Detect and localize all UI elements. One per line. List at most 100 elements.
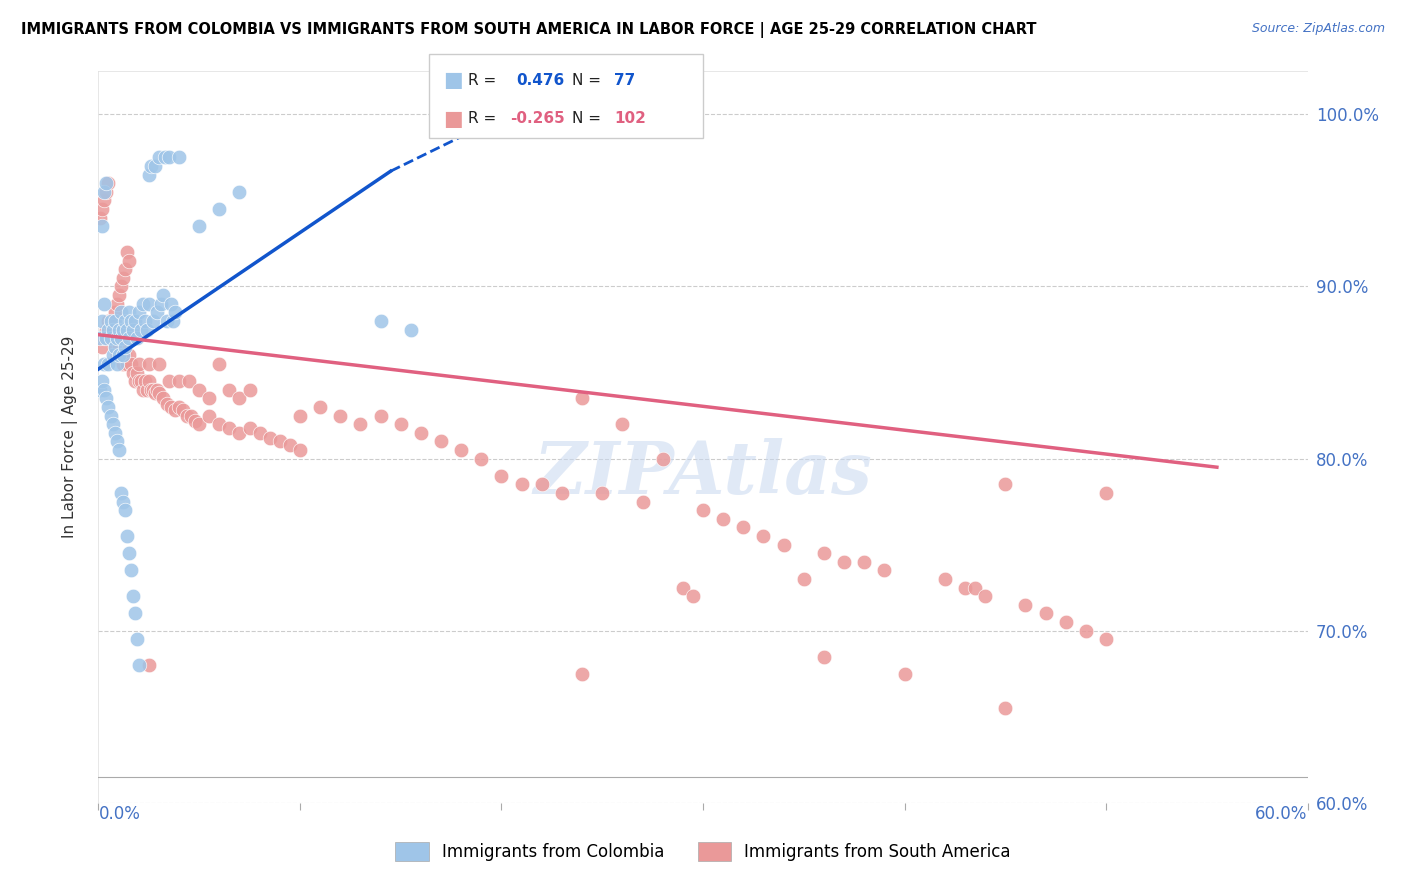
Point	[138, 374, 160, 388]
Point	[832, 555, 855, 569]
Point	[134, 314, 156, 328]
Point	[110, 279, 132, 293]
Point	[101, 348, 124, 362]
Point	[103, 340, 125, 354]
Point	[125, 331, 148, 345]
Point	[135, 383, 157, 397]
Point	[152, 392, 174, 406]
Point	[571, 666, 593, 681]
Point	[89, 331, 111, 345]
Point	[121, 589, 143, 603]
Point	[157, 374, 180, 388]
Point	[148, 357, 170, 371]
Point	[772, 538, 794, 552]
Point	[160, 296, 183, 310]
Point	[115, 245, 138, 260]
Point	[100, 314, 122, 328]
Point	[370, 314, 392, 328]
Point	[121, 366, 143, 380]
Point	[118, 331, 141, 345]
Point	[103, 425, 125, 440]
Point	[239, 420, 262, 434]
Point	[120, 357, 142, 371]
Point	[470, 451, 492, 466]
Point	[110, 305, 132, 319]
Point	[105, 434, 128, 449]
Point	[114, 503, 136, 517]
Point	[152, 288, 174, 302]
Point	[93, 331, 115, 345]
Point	[111, 271, 134, 285]
Point	[349, 417, 371, 432]
Point	[682, 589, 704, 603]
Point	[118, 305, 141, 319]
Point	[184, 414, 207, 428]
Point	[1095, 486, 1118, 500]
Point	[491, 468, 513, 483]
Point	[218, 420, 240, 434]
Point	[132, 296, 155, 310]
Point	[188, 383, 211, 397]
Point	[329, 409, 352, 423]
Point	[1095, 632, 1118, 647]
Point	[1054, 615, 1077, 629]
Point	[93, 357, 115, 371]
Point	[118, 546, 141, 560]
Point	[91, 340, 114, 354]
Point	[530, 477, 553, 491]
Point	[114, 314, 136, 328]
Point	[180, 409, 202, 423]
Point	[218, 383, 240, 397]
Point	[198, 392, 221, 406]
Point	[142, 314, 165, 328]
Point	[974, 589, 997, 603]
Legend: Immigrants from Colombia, Immigrants from South America: Immigrants from Colombia, Immigrants fro…	[388, 835, 1018, 868]
Point	[692, 503, 714, 517]
Point	[733, 520, 755, 534]
Point	[97, 357, 120, 371]
Point	[1014, 598, 1036, 612]
Point	[551, 486, 574, 500]
Text: N =: N =	[572, 112, 606, 126]
Point	[139, 159, 162, 173]
Point	[228, 425, 250, 440]
Point	[672, 581, 695, 595]
Point	[228, 392, 250, 406]
Point	[571, 392, 593, 406]
Point	[994, 477, 1017, 491]
Point	[153, 150, 176, 164]
Point	[813, 546, 835, 560]
Point	[124, 607, 146, 621]
Point	[103, 340, 125, 354]
Point	[228, 185, 250, 199]
Point	[163, 403, 186, 417]
Point	[143, 386, 166, 401]
Text: ■: ■	[443, 109, 463, 128]
Point	[188, 417, 211, 432]
Point	[111, 348, 134, 362]
Point	[148, 150, 170, 164]
Point	[120, 314, 142, 328]
Point	[752, 529, 775, 543]
Point	[128, 305, 150, 319]
Point	[138, 296, 160, 310]
Point	[114, 340, 136, 354]
Point	[107, 442, 129, 457]
Point	[146, 383, 169, 397]
Point	[107, 322, 129, 336]
Point	[430, 434, 453, 449]
Point	[146, 305, 169, 319]
Point	[399, 322, 422, 336]
Text: 60.0%: 60.0%	[1256, 805, 1308, 822]
Point	[124, 314, 146, 328]
Text: R =: R =	[468, 73, 502, 87]
Point	[249, 425, 271, 440]
Point	[96, 392, 118, 406]
Point	[160, 400, 183, 414]
Point	[176, 409, 198, 423]
Point	[96, 331, 118, 345]
Point	[91, 314, 114, 328]
Point	[124, 374, 146, 388]
Text: 77: 77	[614, 73, 636, 87]
Point	[288, 442, 311, 457]
